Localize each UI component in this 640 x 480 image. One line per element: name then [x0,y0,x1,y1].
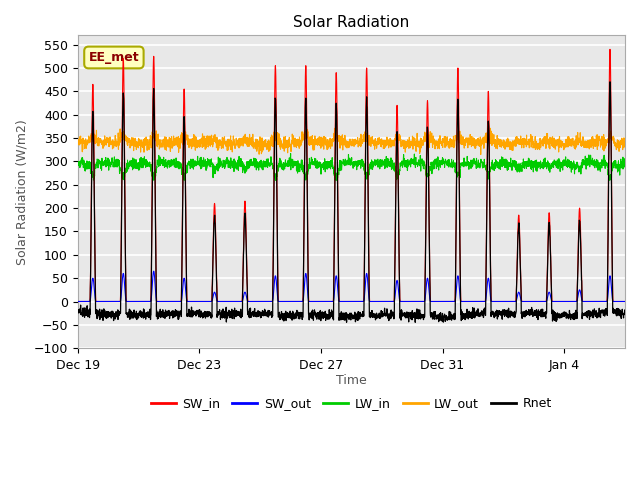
Text: EE_met: EE_met [88,51,140,64]
X-axis label: Time: Time [336,374,367,387]
Title: Solar Radiation: Solar Radiation [293,15,410,30]
Y-axis label: Solar Radiation (W/m2): Solar Radiation (W/m2) [15,119,28,264]
Legend: SW_in, SW_out, LW_in, LW_out, Rnet: SW_in, SW_out, LW_in, LW_out, Rnet [146,392,557,415]
